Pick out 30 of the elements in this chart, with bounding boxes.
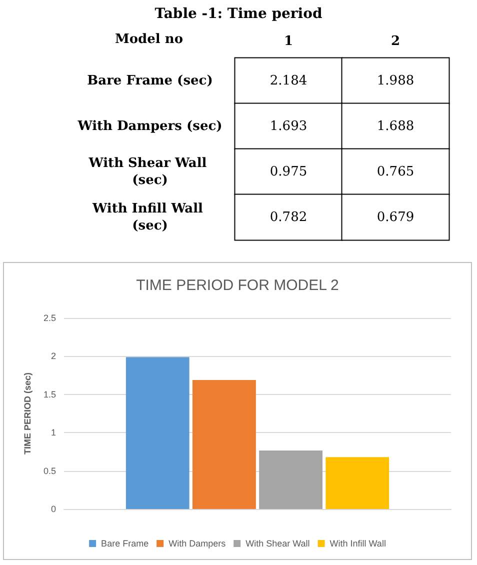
- bar: [326, 457, 390, 509]
- y-tick-label: 1.5: [43, 389, 56, 400]
- data-label: 0.782: [270, 210, 308, 225]
- y-tick-label: With Infill Wall (sec): [92, 201, 208, 234]
- data-label: 0.679: [376, 210, 414, 225]
- legend-label: With Dampers: [168, 538, 226, 548]
- y-tick-label: 0: [50, 504, 56, 514]
- y-tick-label: With Shear Wall (sec): [88, 156, 212, 188]
- y-tick-label: 0.5: [43, 466, 56, 476]
- y-tick-label: Bare Frame (sec): [87, 73, 213, 88]
- legend-label: With Shear Wall: [246, 538, 310, 548]
- data-label: 1.688: [376, 118, 414, 134]
- data-label: 1.988: [376, 73, 414, 88]
- data-label: 0.765: [376, 164, 414, 180]
- legend-label: Bare Frame: [101, 538, 149, 548]
- bar: [259, 450, 322, 509]
- chart-title: TIME PERIOD FOR MODEL 2: [136, 277, 339, 294]
- y-tick-label: 2.5: [43, 313, 56, 323]
- y-axis-title: TIME PERIOD (sec): [22, 372, 32, 455]
- data-label: 2.184: [270, 73, 308, 88]
- data-label: 1.693: [270, 118, 308, 134]
- chart-title: Table -1: Time period: [154, 6, 322, 22]
- y-tick-label: With Dampers (sec): [76, 118, 222, 134]
- bar: [192, 380, 256, 509]
- data-label: 0.975: [270, 164, 308, 180]
- y-tick-label: 2: [50, 351, 56, 362]
- bar: [126, 357, 190, 509]
- y-tick-label: 1: [50, 428, 56, 438]
- legend-label: With Infill Wall: [330, 538, 386, 548]
- y-axis-title: Model no: [115, 32, 184, 47]
